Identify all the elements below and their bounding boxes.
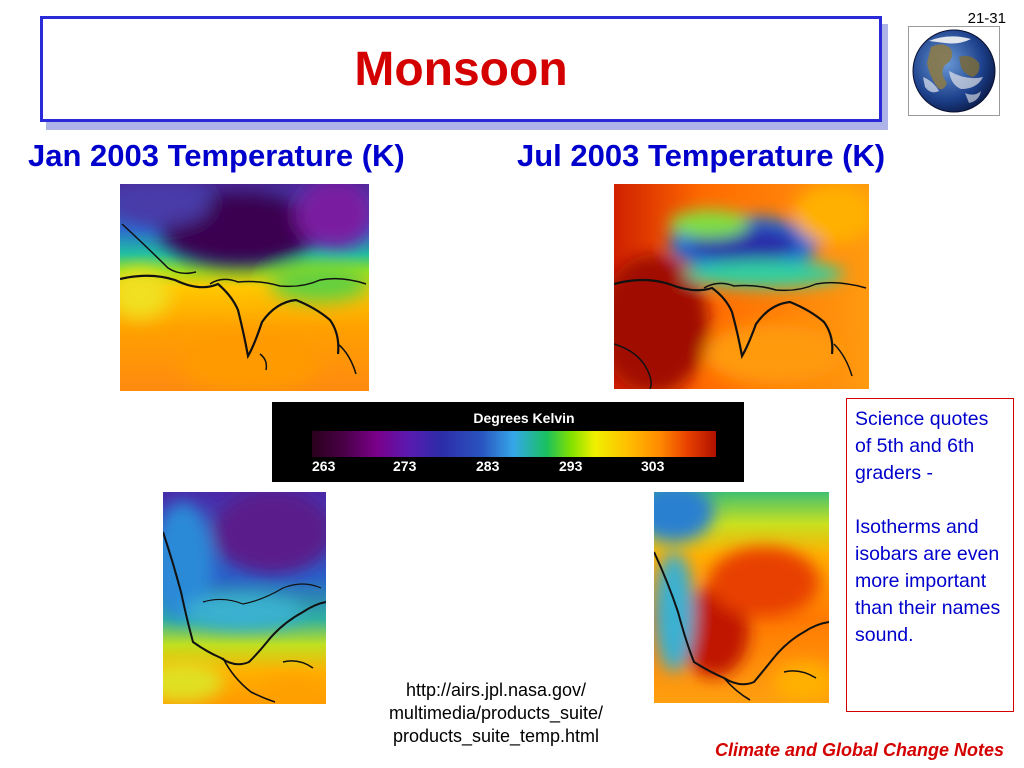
- slide-title: Monsoon: [354, 42, 568, 96]
- source-url-line: multimedia/products_suite/: [388, 703, 604, 723]
- jan-panel-heading: Jan 2003 Temperature (K): [28, 138, 405, 173]
- source-url-line: products_suite_temp.html: [392, 726, 600, 746]
- colorbar-gradient: [312, 431, 716, 457]
- jul-asia-temperature-map: [614, 184, 869, 389]
- jul-panel-heading: Jul 2003 Temperature (K): [517, 138, 886, 173]
- colorbar-tick-label: 293: [559, 458, 583, 474]
- colorbar-tick-label: 273: [393, 458, 417, 474]
- source-url: http://airs.jpl.nasa.gov/ multimedia/pro…: [360, 679, 632, 748]
- jul-americas-temperature-map: [654, 492, 829, 703]
- colorbar-title: Degrees Kelvin: [473, 410, 575, 426]
- jan-asia-temperature-map: [120, 184, 369, 391]
- jan-americas-temperature-map: [163, 492, 326, 704]
- quote-text: Isotherms and isobars are even more impo…: [855, 516, 1001, 646]
- source-url-line: http://airs.jpl.nasa.gov/: [405, 680, 587, 700]
- footer-text: Climate and Global Change Notes: [714, 740, 1004, 760]
- quote-box: Science quotes of 5th and 6th graders - …: [846, 398, 1014, 712]
- quote-intro: Science quotes of 5th and 6th graders -: [855, 408, 989, 484]
- colorbar-tick-label: 263: [312, 458, 336, 474]
- globe-image: [908, 26, 1000, 116]
- title-box: Monsoon: [40, 16, 882, 122]
- colorbar-tick-label: 283: [476, 458, 500, 474]
- colorbar-tick-label: 303: [641, 458, 665, 474]
- slide-number: 21-31: [967, 10, 1006, 27]
